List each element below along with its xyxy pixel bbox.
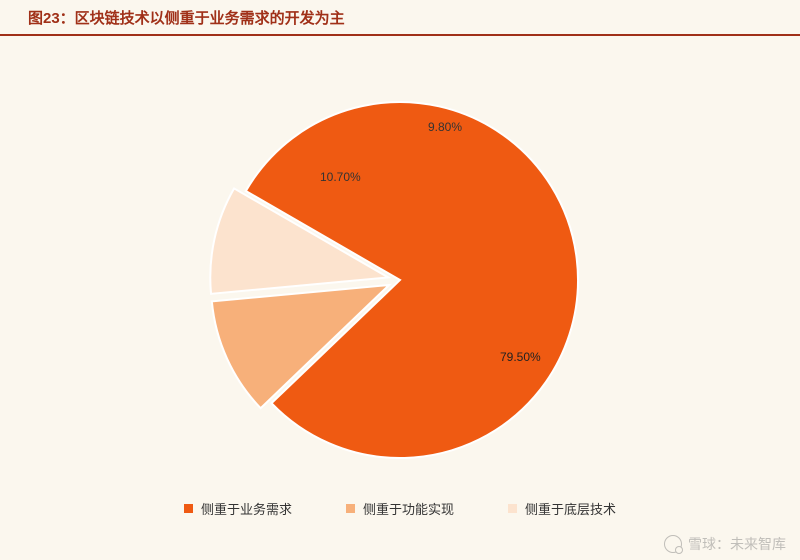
chart-title: 图23：区块链技术以侧重于业务需求的开发为主 xyxy=(28,7,345,28)
snowball-icon xyxy=(664,535,682,553)
slice-label-2: 9.80% xyxy=(428,120,462,134)
legend-label-0: 侧重于业务需求 xyxy=(201,499,292,518)
watermark: 雪球：未来智库 xyxy=(664,534,786,554)
slice-label-1: 10.70% xyxy=(320,170,361,184)
legend-label-1: 侧重于功能实现 xyxy=(363,499,454,518)
watermark-text: 雪球：未来智库 xyxy=(688,534,786,554)
legend-item-0: 侧重于业务需求 xyxy=(184,499,292,518)
legend-item-2: 侧重于底层技术 xyxy=(508,499,616,518)
legend-label-2: 侧重于底层技术 xyxy=(525,499,616,518)
chart-header: 图23：区块链技术以侧重于业务需求的开发为主 xyxy=(0,0,800,36)
chart-area xyxy=(0,36,800,496)
legend-swatch-0 xyxy=(184,504,193,513)
legend-item-1: 侧重于功能实现 xyxy=(346,499,454,518)
pie-chart xyxy=(192,72,608,488)
legend-swatch-2 xyxy=(508,504,517,513)
legend: 侧重于业务需求 侧重于功能实现 侧重于底层技术 xyxy=(0,499,800,518)
legend-swatch-1 xyxy=(346,504,355,513)
slice-label-0: 79.50% xyxy=(500,350,541,364)
